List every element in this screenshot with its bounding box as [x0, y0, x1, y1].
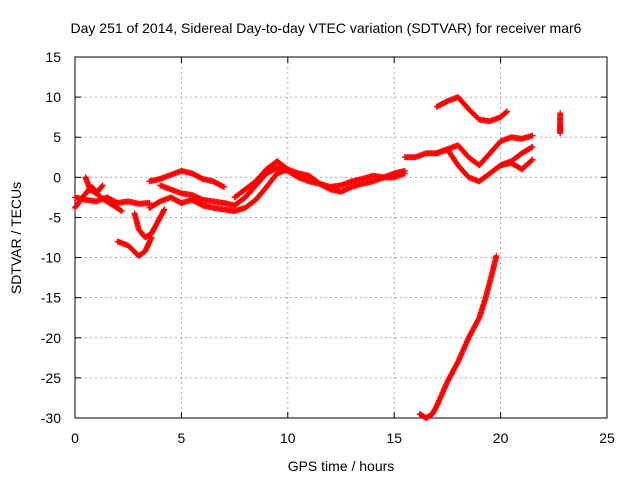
series-arc-13 [433, 94, 510, 125]
y-tick-label: 0 [53, 169, 61, 185]
y-tick-label: 15 [45, 49, 61, 65]
series-arc-14 [557, 110, 564, 137]
data-point [401, 167, 408, 174]
data-point-fill [528, 144, 535, 151]
series-arc-11 [433, 143, 536, 185]
y-tick-label: -30 [41, 410, 61, 426]
series-arc-6 [146, 167, 227, 190]
data-point [529, 143, 536, 150]
series-arc-9 [231, 158, 408, 201]
x-tick-label: 5 [178, 430, 186, 446]
series-arc-15 [416, 252, 500, 421]
data-point-fill [528, 157, 535, 164]
y-tick-label: 10 [45, 89, 61, 105]
data-points [72, 94, 564, 421]
y-tick-label: -10 [41, 250, 61, 266]
series-arc-5 [131, 206, 168, 241]
data-point-fill [502, 109, 509, 116]
series-arc-7 [146, 166, 291, 215]
series-arc-4 [114, 234, 155, 259]
y-tick-label: -15 [41, 290, 61, 306]
axis-ticks: 0 5 10 15 20 25 -30 -25 -20 -15 -10 -5 0 5 10 15 [41, 49, 615, 446]
data-point [99, 182, 106, 189]
data-point [493, 252, 500, 259]
chart-title: Day 251 of 2014, Sidereal Day-to-day VTE… [71, 20, 582, 36]
data-point-fill [98, 183, 105, 190]
data-point [161, 206, 168, 213]
x-axis-label: GPS time / hours [288, 458, 395, 474]
x-tick-label: 25 [599, 430, 615, 446]
x-tick-label: 10 [280, 430, 296, 446]
data-point [529, 156, 536, 163]
y-tick-label: -5 [49, 209, 62, 225]
series-arc-12 [497, 156, 536, 173]
grid-lines [75, 57, 607, 418]
x-tick-label: 20 [493, 430, 509, 446]
data-point-fill [117, 207, 124, 214]
data-point [118, 208, 125, 215]
x-tick-label: 0 [71, 430, 79, 446]
data-point [529, 132, 536, 139]
y-axis-label: SDTVAR / TECUs [8, 182, 24, 294]
y-tick-label: -25 [41, 370, 61, 386]
x-tick-label: 15 [386, 430, 402, 446]
plot-frame [74, 56, 608, 419]
data-point [503, 108, 510, 115]
series-arc-3 [82, 174, 106, 197]
y-tick-label: 5 [53, 129, 61, 145]
data-point [557, 122, 564, 129]
data-point [220, 183, 227, 190]
y-tick-label: -20 [41, 330, 61, 346]
